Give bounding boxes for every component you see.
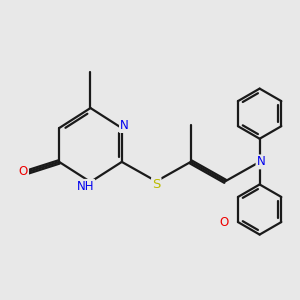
- Text: O: O: [219, 215, 229, 229]
- Text: O: O: [19, 165, 28, 178]
- Text: NH: NH: [77, 180, 94, 193]
- Text: S: S: [152, 178, 160, 191]
- Text: N: N: [120, 119, 129, 132]
- Text: N: N: [256, 155, 265, 168]
